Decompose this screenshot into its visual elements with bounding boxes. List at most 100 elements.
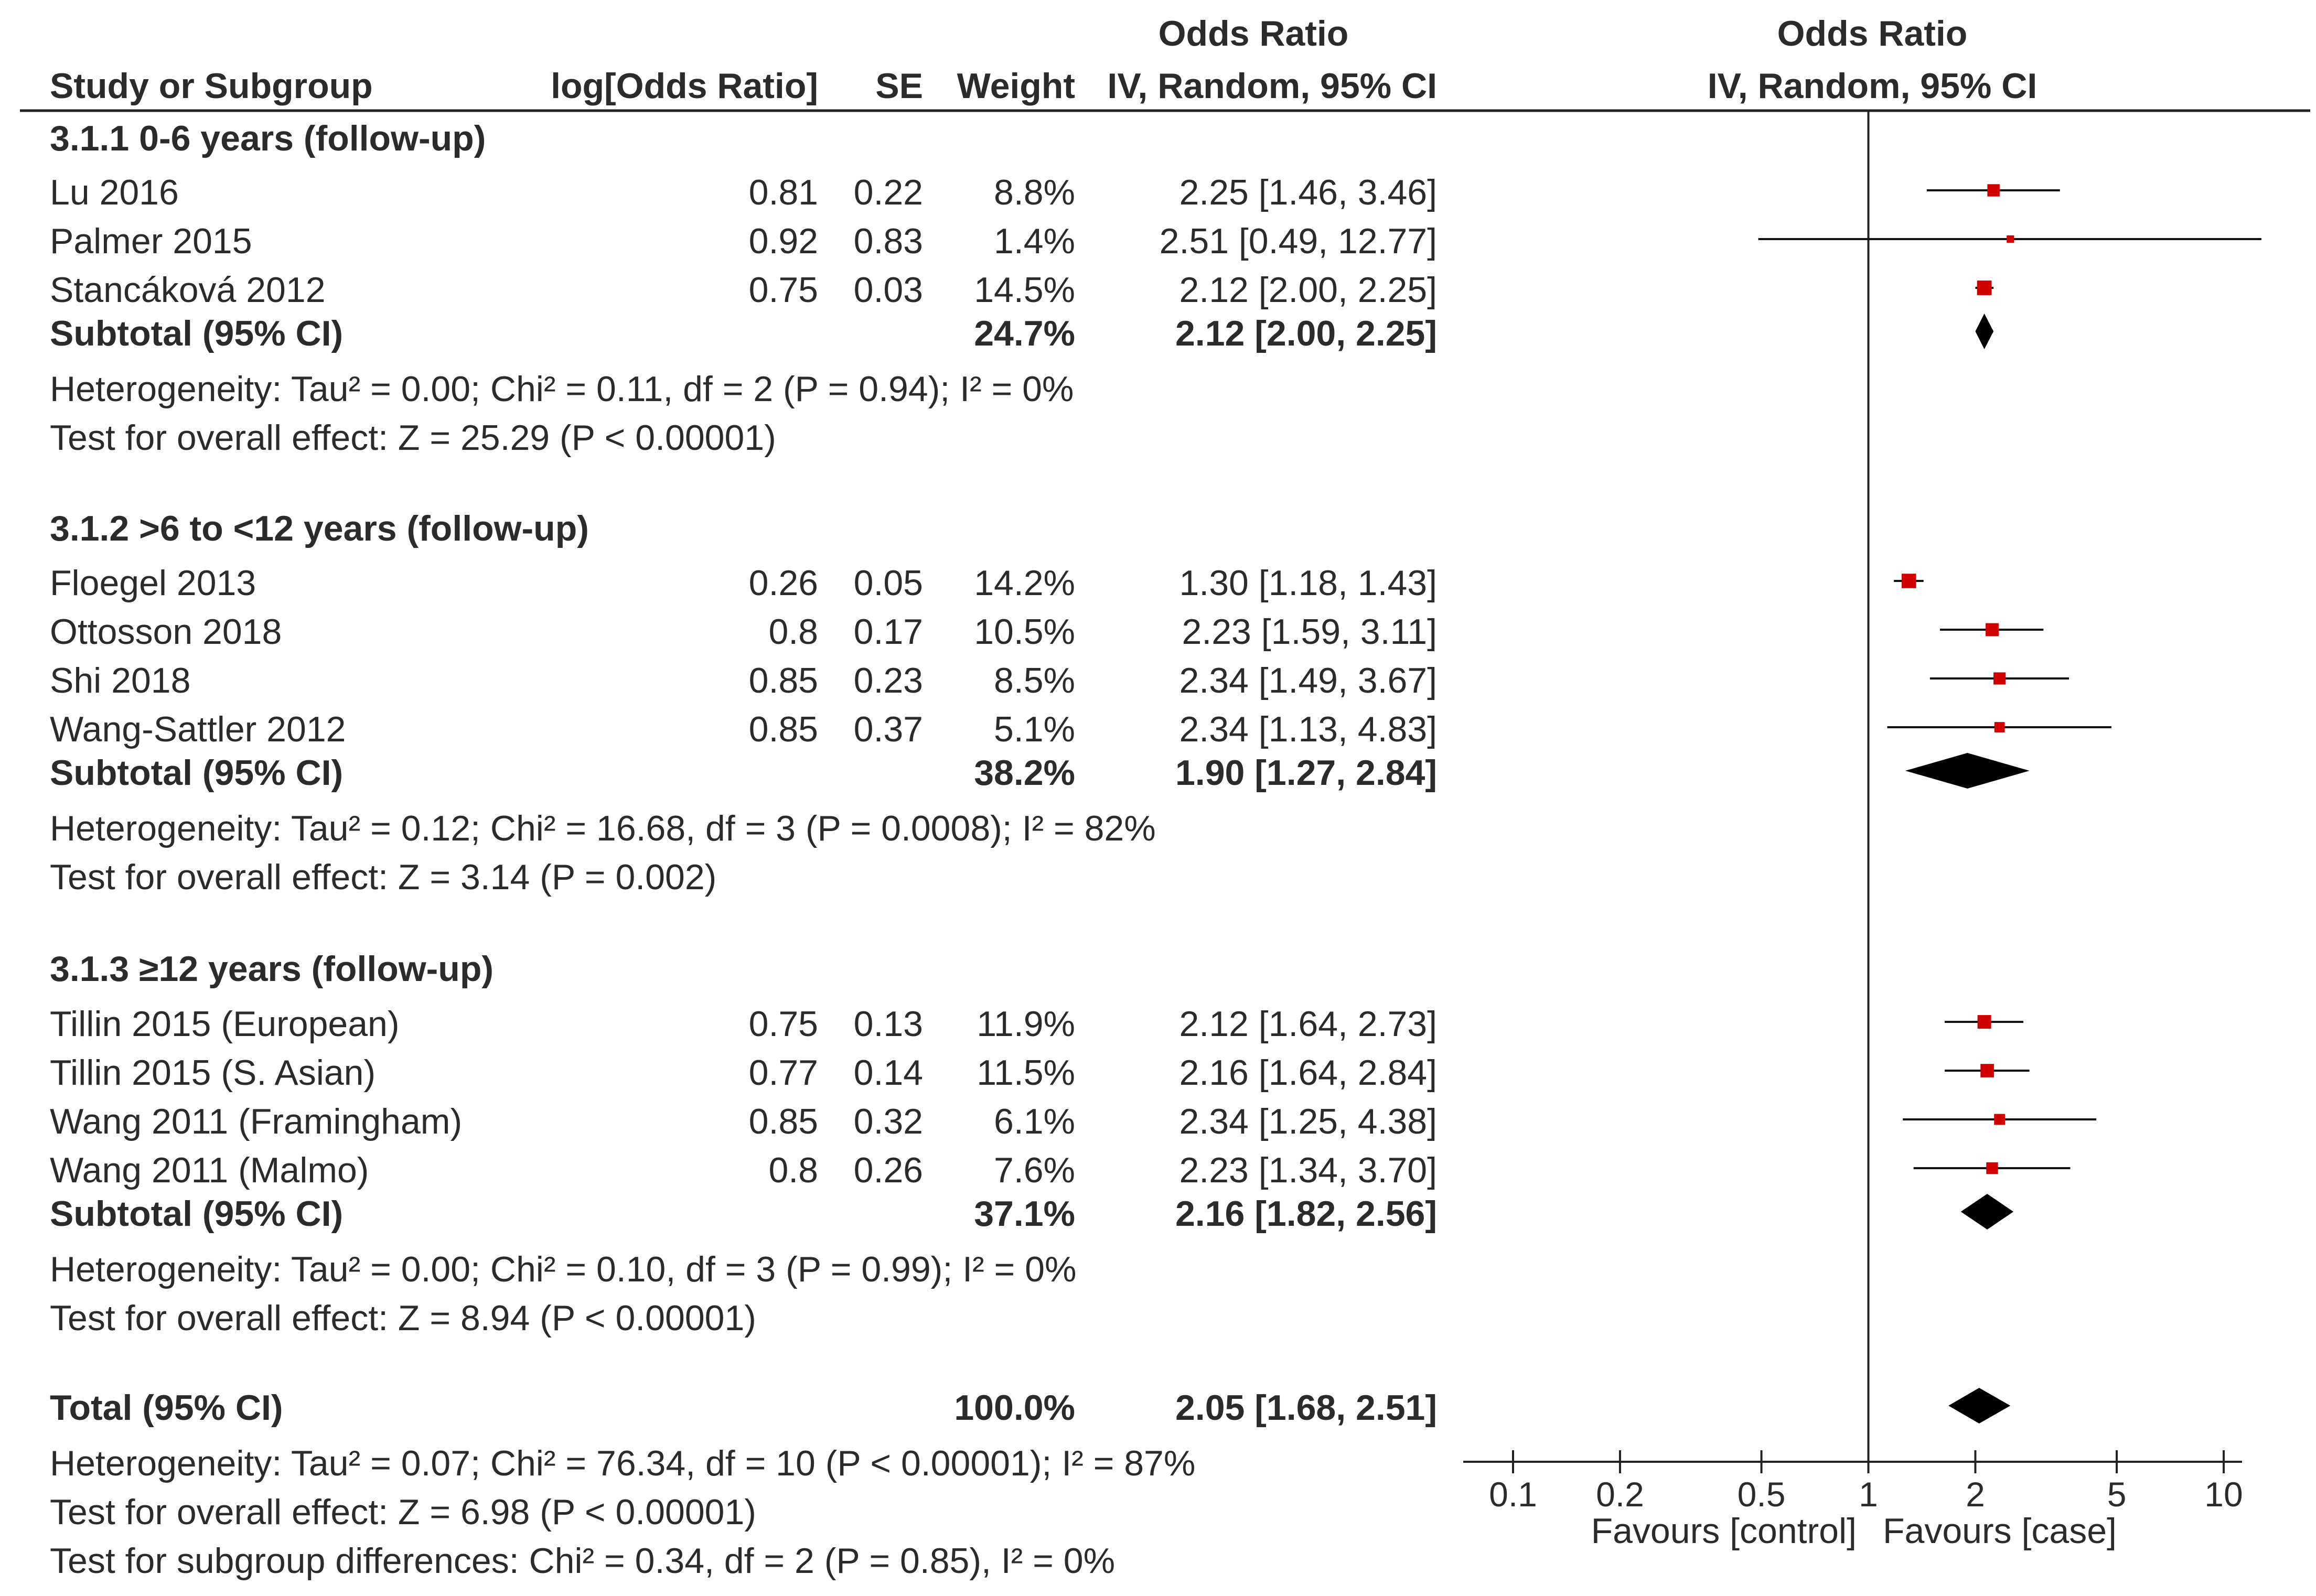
total-weight: 100.0% [954, 1388, 1075, 1428]
favours-control-label: Favours [control] [1591, 1511, 1857, 1551]
study-name: Wang 2011 (Framingham) [50, 1102, 463, 1141]
study-se: 0.83 [853, 221, 923, 261]
subgroup-differences-text: Test for subgroup differences: Chi² = 0.… [50, 1541, 1116, 1581]
study-se: 0.03 [853, 270, 923, 310]
summary-diamond [1975, 314, 1994, 349]
summary-diamond [1960, 1194, 2014, 1230]
study-name: Palmer 2015 [50, 221, 252, 261]
subtotal-ci: 2.12 [2.00, 2.25] [1175, 314, 1437, 353]
point-estimate [1986, 623, 1999, 637]
point-estimate [2007, 235, 2014, 243]
study-name: Tillin 2015 (S. Asian) [50, 1053, 376, 1093]
subtotal-weight: 37.1% [974, 1194, 1075, 1234]
study-log-or: 0.85 [748, 1102, 818, 1141]
study-log-or: 0.8 [768, 1150, 818, 1190]
total-heterogeneity-text: Heterogeneity: Tau² = 0.07; Chi² = 76.34… [50, 1443, 1196, 1483]
study-se: 0.22 [853, 172, 923, 212]
point-estimate [1977, 1015, 1991, 1029]
total-ci: 2.05 [1.68, 2.51] [1175, 1388, 1437, 1428]
study-log-or: 0.75 [748, 270, 818, 310]
study-name: Floegel 2013 [50, 563, 256, 603]
heterogeneity-text: Heterogeneity: Tau² = 0.12; Chi² = 16.68… [50, 808, 1156, 848]
study-se: 0.05 [853, 563, 923, 603]
study-weight: 6.1% [994, 1102, 1075, 1141]
axis-tick-label: 0.5 [1738, 1475, 1786, 1514]
plot-title: Odds Ratio [1777, 14, 1968, 53]
point-estimate [1977, 281, 1992, 295]
study-se: 0.26 [853, 1150, 923, 1190]
study-se: 0.37 [853, 709, 923, 749]
total-overall-effect-text: Test for overall effect: Z = 6.98 (P < 0… [50, 1492, 756, 1532]
study-log-or: 0.75 [748, 1004, 818, 1044]
study-se: 0.13 [853, 1004, 923, 1044]
study-weight: 7.6% [994, 1150, 1075, 1190]
study-log-or: 0.81 [748, 172, 818, 212]
study-weight: 10.5% [974, 612, 1075, 652]
study-ci: 1.30 [1.18, 1.43] [1179, 563, 1437, 603]
study-ci: 2.34 [1.25, 4.38] [1179, 1102, 1437, 1141]
subtotal-weight: 24.7% [974, 314, 1075, 353]
study-log-or: 0.85 [748, 661, 818, 700]
study-log-or: 0.77 [748, 1053, 818, 1093]
subtotal-weight: 38.2% [974, 753, 1075, 793]
study-log-or: 0.26 [748, 563, 818, 603]
study-weight: 8.8% [994, 172, 1075, 212]
study-name: Wang 2011 (Malmo) [50, 1150, 369, 1190]
subtotal-label: Subtotal (95% CI) [50, 1194, 344, 1234]
group-title: 3.1.1 0-6 years (follow-up) [50, 118, 486, 158]
study-name: Shi 2018 [50, 661, 191, 700]
study-ci: 2.12 [2.00, 2.25] [1179, 270, 1437, 310]
col-header-or-method: IV, Random, 95% CI [1107, 66, 1437, 106]
study-ci: 2.51 [0.49, 12.77] [1159, 221, 1437, 261]
point-estimate [1901, 574, 1916, 588]
point-estimate [1986, 1162, 1998, 1174]
study-ci: 2.16 [1.64, 2.84] [1179, 1053, 1437, 1093]
study-ci: 2.23 [1.59, 3.11] [1182, 612, 1437, 652]
point-estimate [1987, 184, 2000, 197]
summary-diamond [1905, 753, 2030, 789]
study-log-or: 0.85 [748, 709, 818, 749]
study-name: Wang-Sattler 2012 [50, 709, 346, 749]
summary-diamond [1948, 1388, 2011, 1424]
study-ci: 2.25 [1.46, 3.46] [1179, 172, 1437, 212]
subtotal-label: Subtotal (95% CI) [50, 314, 344, 353]
overall-effect-text: Test for overall effect: Z = 8.94 (P < 0… [50, 1298, 756, 1338]
study-se: 0.32 [853, 1102, 923, 1141]
point-estimate [1994, 722, 2005, 732]
col-header-study: Study or Subgroup [50, 66, 373, 106]
study-name: Ottosson 2018 [50, 612, 282, 652]
axis-tick-label: 1 [1859, 1475, 1878, 1514]
study-log-or: 0.92 [748, 221, 818, 261]
axis-tick-label: 10 [2204, 1475, 2243, 1514]
subtotal-label: Subtotal (95% CI) [50, 753, 344, 793]
study-ci: 2.12 [1.64, 2.73] [1179, 1004, 1437, 1044]
study-se: 0.23 [853, 661, 923, 700]
study-weight: 14.5% [974, 270, 1075, 310]
point-estimate [1980, 1064, 1994, 1077]
plot-method: IV, Random, 95% CI [1707, 66, 2038, 106]
study-weight: 8.5% [994, 661, 1075, 700]
col-header-weight: Weight [957, 66, 1075, 106]
overall-effect-text: Test for overall effect: Z = 25.29 (P < … [50, 418, 776, 458]
study-se: 0.17 [853, 612, 923, 652]
study-weight: 1.4% [994, 221, 1075, 261]
study-log-or: 0.8 [768, 612, 818, 652]
or-column-title: Odds Ratio [1158, 14, 1349, 53]
study-name: Lu 2016 [50, 172, 179, 212]
study-se: 0.14 [853, 1053, 923, 1093]
axis-tick-label: 5 [2107, 1475, 2127, 1514]
axis-tick-label: 2 [1966, 1475, 1985, 1514]
favours-case-label: Favours [case] [1883, 1511, 2117, 1551]
study-weight: 11.5% [977, 1053, 1075, 1093]
group-title: 3.1.3 ≥12 years (follow-up) [50, 949, 494, 989]
point-estimate [1993, 672, 2006, 685]
overall-effect-text: Test for overall effect: Z = 3.14 (P = 0… [50, 857, 717, 897]
study-ci: 2.23 [1.34, 3.70] [1179, 1150, 1437, 1190]
total-label: Total (95% CI) [50, 1388, 283, 1428]
axis-tick-label: 0.2 [1596, 1475, 1644, 1514]
subtotal-ci: 2.16 [1.82, 2.56] [1175, 1194, 1437, 1234]
subtotal-ci: 1.90 [1.27, 2.84] [1175, 753, 1437, 793]
study-ci: 2.34 [1.49, 3.67] [1179, 661, 1437, 700]
group-title: 3.1.2 >6 to <12 years (follow-up) [50, 509, 589, 548]
